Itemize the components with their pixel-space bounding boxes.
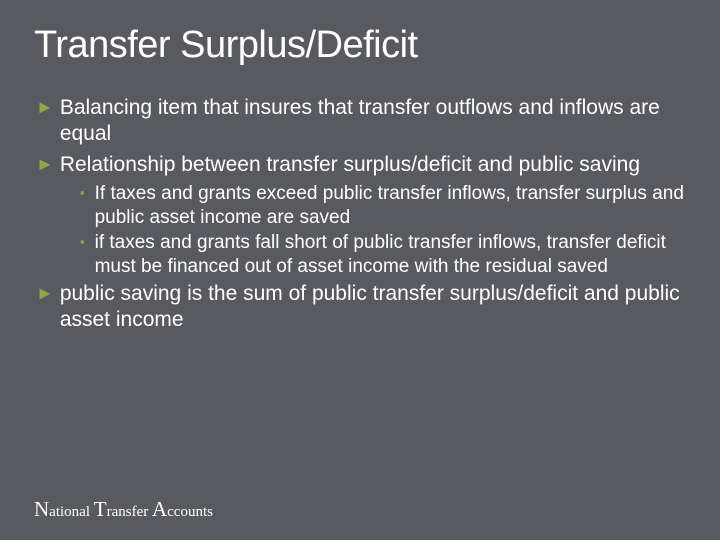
slide-content: ► Balancing item that insures that trans… xyxy=(34,95,686,333)
bullet-text: if taxes and grants fall short of public… xyxy=(95,231,686,279)
footer-word: ransfer xyxy=(107,504,152,520)
slide: Transfer Surplus/Deficit ► Balancing ite… xyxy=(0,0,720,540)
footer-cap: T xyxy=(94,497,107,521)
bullet-level1: ► public saving is the sum of public tra… xyxy=(34,281,686,334)
square-icon: ▪ xyxy=(80,182,85,205)
bullet-text: Relationship between transfer surplus/de… xyxy=(60,152,686,178)
bullet-level2: ▪ if taxes and grants fall short of publ… xyxy=(34,231,686,279)
square-icon: ▪ xyxy=(80,231,85,254)
bullet-text: public saving is the sum of public trans… xyxy=(60,281,686,334)
arrow-icon: ► xyxy=(36,152,54,176)
arrow-icon: ► xyxy=(36,95,54,119)
bullet-level1: ► Balancing item that insures that trans… xyxy=(34,95,686,148)
footer-cap: N xyxy=(34,497,49,521)
footer-cap: A xyxy=(152,497,167,521)
footer-word: ccounts xyxy=(167,504,213,520)
bullet-text: If taxes and grants exceed public transf… xyxy=(95,182,686,230)
arrow-icon: ► xyxy=(36,281,54,305)
bullet-text: Balancing item that insures that transfe… xyxy=(60,95,686,148)
bullet-level1: ► Relationship between transfer surplus/… xyxy=(34,152,686,178)
footer-branding: National Transfer Accounts xyxy=(34,497,213,522)
footer-word: ational xyxy=(49,504,94,520)
bullet-level2: ▪ If taxes and grants exceed public tran… xyxy=(34,182,686,230)
slide-title: Transfer Surplus/Deficit xyxy=(34,24,686,67)
